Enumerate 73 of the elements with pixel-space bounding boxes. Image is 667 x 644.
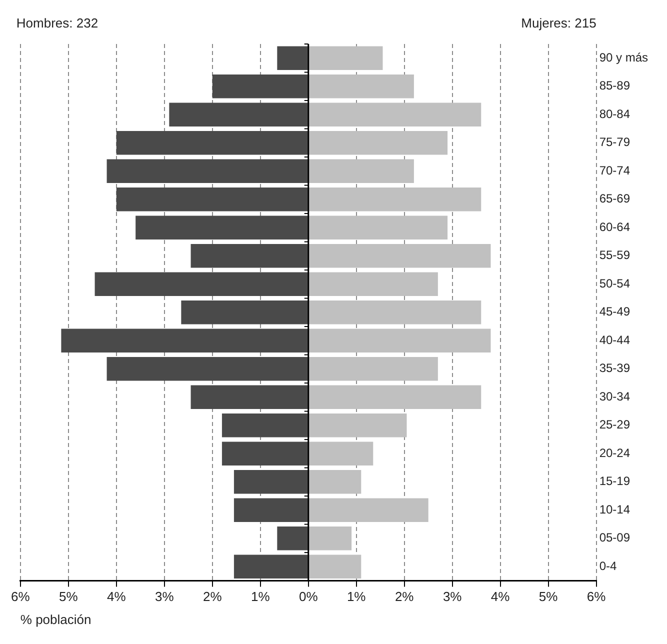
- x-tick-label: 1%: [250, 589, 270, 604]
- bar: [308, 216, 448, 240]
- x-tick-label: 3%: [154, 589, 174, 604]
- bar: [308, 470, 362, 494]
- x-tick-label: 6%: [10, 589, 30, 604]
- bar: [308, 300, 482, 324]
- y-tick-label: 75-79: [599, 135, 630, 150]
- bar: [169, 102, 308, 126]
- y-tick-label: 20-24: [599, 446, 630, 460]
- bar: [277, 526, 308, 550]
- bar: [190, 244, 308, 268]
- y-tick-label: 90 y más: [599, 50, 648, 64]
- text: Hombres: 232: [16, 16, 98, 31]
- bar: [308, 357, 438, 381]
- y-tick-label: 50-54: [599, 276, 630, 290]
- bar: [308, 442, 374, 466]
- y-tick-label: 45-49: [599, 304, 630, 319]
- y-tick-label: 05-09: [599, 530, 630, 545]
- y-tick-label: 70-74: [599, 163, 630, 178]
- bar: [308, 102, 482, 126]
- x-tick-label: 5%: [538, 589, 558, 604]
- bar: [116, 188, 308, 212]
- x-tick-label: 4%: [490, 589, 510, 604]
- bar: [308, 526, 352, 550]
- bar: [308, 272, 438, 296]
- bar: [308, 131, 448, 155]
- bar: [308, 385, 482, 410]
- y-tick-label: 25-29: [599, 418, 630, 432]
- bar: [277, 46, 308, 70]
- y-tick-label: 10-14: [599, 502, 630, 516]
- bar: [234, 554, 308, 579]
- x-tick-label: 1%: [346, 589, 366, 604]
- y-tick-label: 85-89: [599, 78, 630, 93]
- y-tick-label: 55-59: [599, 248, 630, 262]
- bar: [61, 328, 308, 353]
- y-tick-label: 40-44: [599, 332, 630, 347]
- bar: [116, 131, 308, 155]
- bar: [222, 414, 308, 438]
- bar: [308, 74, 414, 98]
- bar: [308, 244, 491, 268]
- bar: [308, 554, 362, 579]
- y-tick-label: 30-34: [599, 389, 630, 404]
- bar: [181, 300, 308, 324]
- x-axis-title: % población: [20, 612, 92, 627]
- y-tick-label: 60-64: [599, 220, 630, 234]
- text: Mujeres: 215: [521, 16, 596, 31]
- x-tick-label: 4%: [106, 589, 126, 604]
- bar: [222, 442, 308, 466]
- x-tick-label: 3%: [442, 589, 462, 604]
- bar: [308, 414, 407, 438]
- x-tick-label: 5%: [58, 589, 78, 604]
- y-tick-label: 65-69: [599, 192, 630, 206]
- bar: [190, 385, 308, 410]
- x-tick-label: 2%: [202, 589, 222, 604]
- bar: [234, 470, 308, 494]
- bar: [94, 272, 308, 296]
- bar: [308, 188, 482, 212]
- bar: [106, 159, 308, 184]
- bar: [308, 159, 414, 184]
- y-tick-label: 0-4: [599, 558, 617, 573]
- bar: [308, 328, 491, 353]
- bar: [106, 357, 308, 381]
- x-tick-label: 6%: [586, 589, 606, 604]
- y-tick-label: 80-84: [599, 106, 630, 121]
- bar: [308, 46, 383, 70]
- x-tick-label: 2%: [394, 589, 414, 604]
- y-tick-label: 15-19: [599, 474, 630, 488]
- x-tick-label: 0%: [298, 589, 318, 604]
- bar: [234, 498, 308, 522]
- bar: [212, 74, 308, 98]
- bar: [308, 498, 428, 522]
- y-tick-label: 35-39: [599, 361, 630, 376]
- bar: [136, 216, 308, 240]
